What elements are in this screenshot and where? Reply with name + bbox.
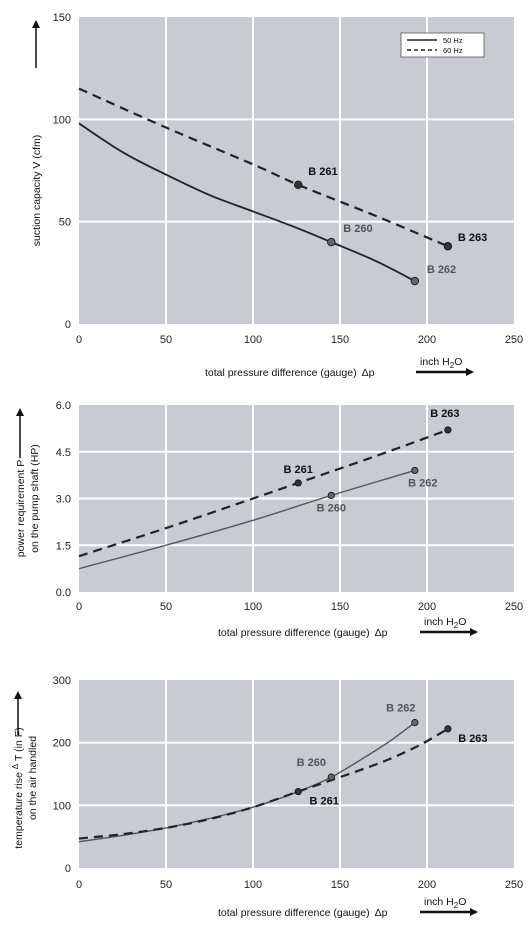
x-tick-label: 250 xyxy=(505,334,523,346)
y-tick-label: 0 xyxy=(65,863,71,875)
data-point-label: B 260 xyxy=(343,223,372,235)
legend-label: 60 Hz xyxy=(443,46,463,55)
y-tick-label: 6.0 xyxy=(56,400,71,412)
y-tick-label: 50 xyxy=(59,217,71,229)
x-axis-unit: inch H2O xyxy=(420,356,462,370)
x-tick-label: 100 xyxy=(244,601,262,613)
x-tick-label: 200 xyxy=(418,334,436,346)
x-tick-label: 250 xyxy=(505,879,523,891)
y-tick-label: 3.0 xyxy=(56,494,71,506)
y-tick-label: 0 xyxy=(65,319,71,331)
chart-panel-1: 0 50 100 150 200 250 0 50 100 150 total pressure d… xyxy=(31,12,523,379)
legend-box xyxy=(400,32,485,58)
data-point-label: B 261 xyxy=(310,796,339,808)
x-tick-label: 50 xyxy=(160,879,172,891)
y-axis-title-line2: on the air handled xyxy=(27,736,39,820)
series-line-solid xyxy=(78,122,416,282)
x-tick-label: 100 xyxy=(244,334,262,346)
x-tick-label: 250 xyxy=(505,601,523,613)
plot-area xyxy=(79,680,514,868)
y-tick-label: 100 xyxy=(53,114,71,126)
data-point-label: B 261 xyxy=(284,464,313,476)
x-tick-label: 200 xyxy=(418,601,436,613)
data-point-label: B 261 xyxy=(308,166,337,178)
data-point-marker xyxy=(294,479,302,487)
data-point-label: B 263 xyxy=(430,408,459,420)
data-point-marker xyxy=(444,426,452,434)
data-point-marker xyxy=(327,237,336,247)
x-axis-title: total pressure difference (gauge) Δp xyxy=(218,907,388,919)
series-line-dashed xyxy=(78,87,449,248)
x-axis-unit: inch H2O xyxy=(424,616,466,630)
data-point-label: B 260 xyxy=(317,502,346,514)
series-line-dashed xyxy=(78,428,449,558)
y-axis-title-line1: temperature rise Δ T (in F) xyxy=(11,727,25,848)
x-tick-label: 150 xyxy=(331,334,349,346)
y-tick-label: 0.0 xyxy=(56,587,71,599)
x-tick-label: 200 xyxy=(418,879,436,891)
data-point-marker xyxy=(294,787,302,796)
x-tick-label: 50 xyxy=(160,601,172,613)
y-axis-title-line1: power requirement P xyxy=(15,460,27,557)
chart-panel-2: 0 50 100 150 200 250 0.0 1.5 3.0 4.5 6.0 total pres… xyxy=(15,400,523,639)
x-tick-label: 0 xyxy=(76,879,82,891)
data-point-marker xyxy=(411,466,419,475)
plot-area xyxy=(79,17,514,324)
y-axis-title: suction capacity V (cfm) xyxy=(31,135,43,246)
x-tick-label: 0 xyxy=(76,334,82,346)
data-point-marker xyxy=(443,242,453,251)
data-point-marker xyxy=(410,276,420,286)
y-tick-label: 300 xyxy=(53,675,71,687)
x-axis-title: total pressure difference (gauge) Δp xyxy=(218,627,388,639)
data-point-marker xyxy=(411,719,419,727)
x-tick-label: 50 xyxy=(160,334,172,346)
y-tick-label: 150 xyxy=(53,12,71,24)
legend-label: 50 Hz xyxy=(443,36,463,45)
data-point-label: B 262 xyxy=(408,477,437,489)
series-line-dashed xyxy=(78,727,449,840)
data-point-marker xyxy=(294,180,303,190)
data-point-marker xyxy=(327,491,335,499)
x-tick-label: 150 xyxy=(331,879,349,891)
data-point-label: B 262 xyxy=(386,703,415,715)
x-tick-label: 0 xyxy=(76,601,82,613)
data-point-marker xyxy=(327,773,335,781)
x-tick-label: 150 xyxy=(331,601,349,613)
x-axis-unit: inch H2O xyxy=(424,896,466,910)
data-point-label: B 263 xyxy=(458,733,487,745)
data-point-marker xyxy=(444,725,452,733)
data-point-label: B 262 xyxy=(427,264,456,276)
y-tick-label: 4.5 xyxy=(56,447,71,459)
chart-panel-3: 0 50 100 150 200 250 0 100 200 300 total pressure … xyxy=(11,675,523,919)
x-axis-title: total pressure difference (gauge) Δp xyxy=(205,367,375,379)
y-tick-label: 200 xyxy=(53,738,71,750)
y-tick-label: 1.5 xyxy=(56,540,71,552)
series-line-solid xyxy=(78,469,416,570)
data-point-label: B 260 xyxy=(297,757,326,769)
y-tick-label: 100 xyxy=(53,800,71,812)
data-point-label: B 263 xyxy=(458,232,487,244)
y-axis-title-line2: on the pump shaft (HP) xyxy=(29,444,41,553)
x-tick-label: 100 xyxy=(244,879,262,891)
